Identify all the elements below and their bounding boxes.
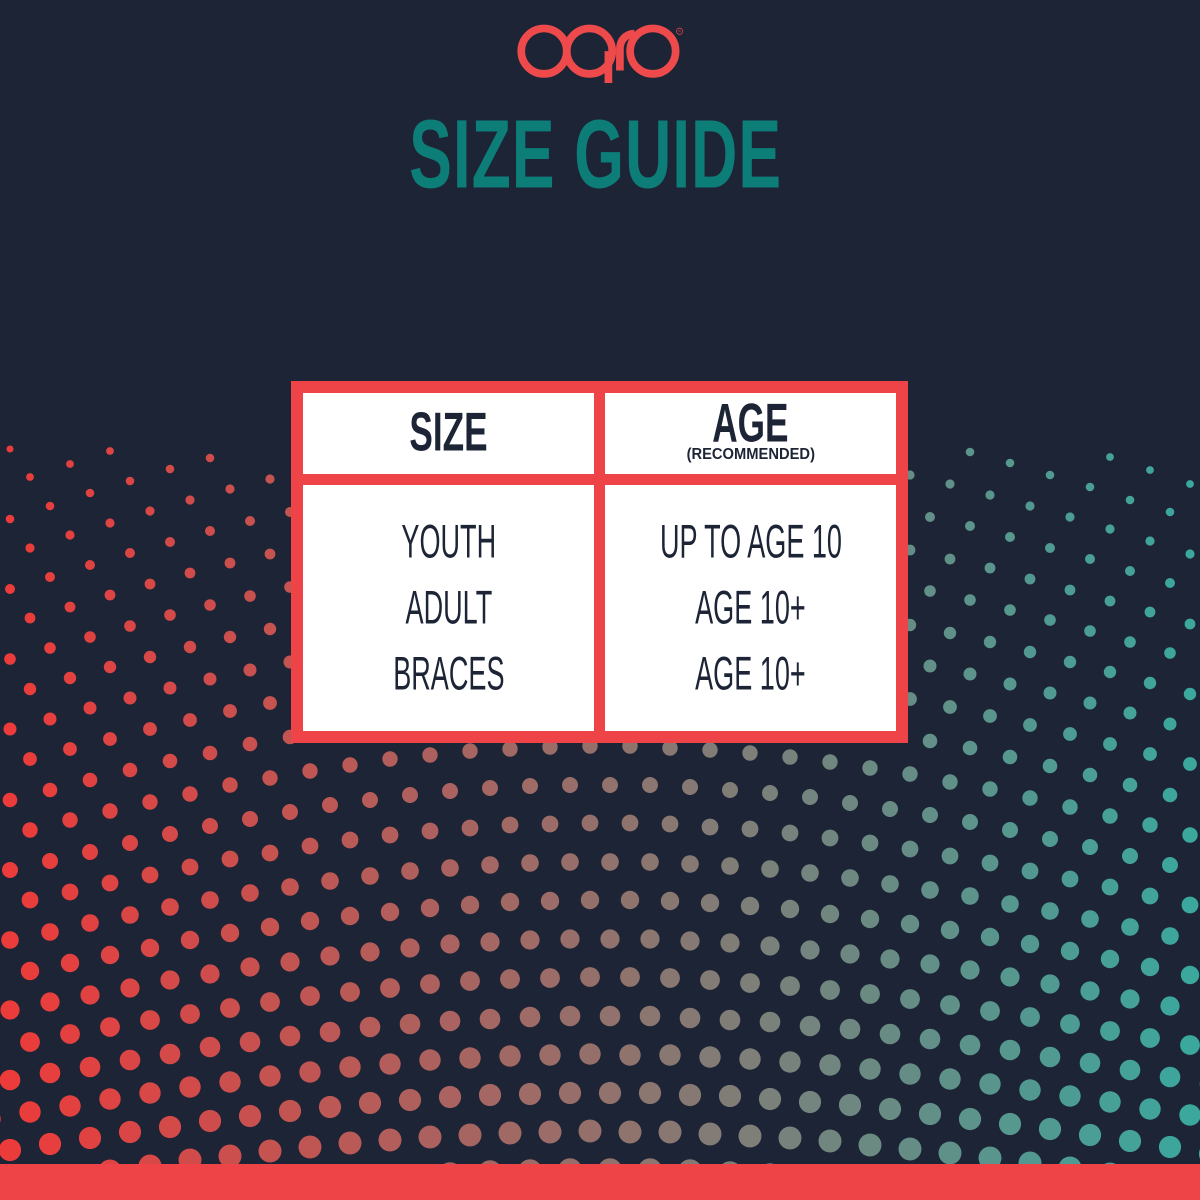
svg-text:R: R <box>678 30 681 34</box>
